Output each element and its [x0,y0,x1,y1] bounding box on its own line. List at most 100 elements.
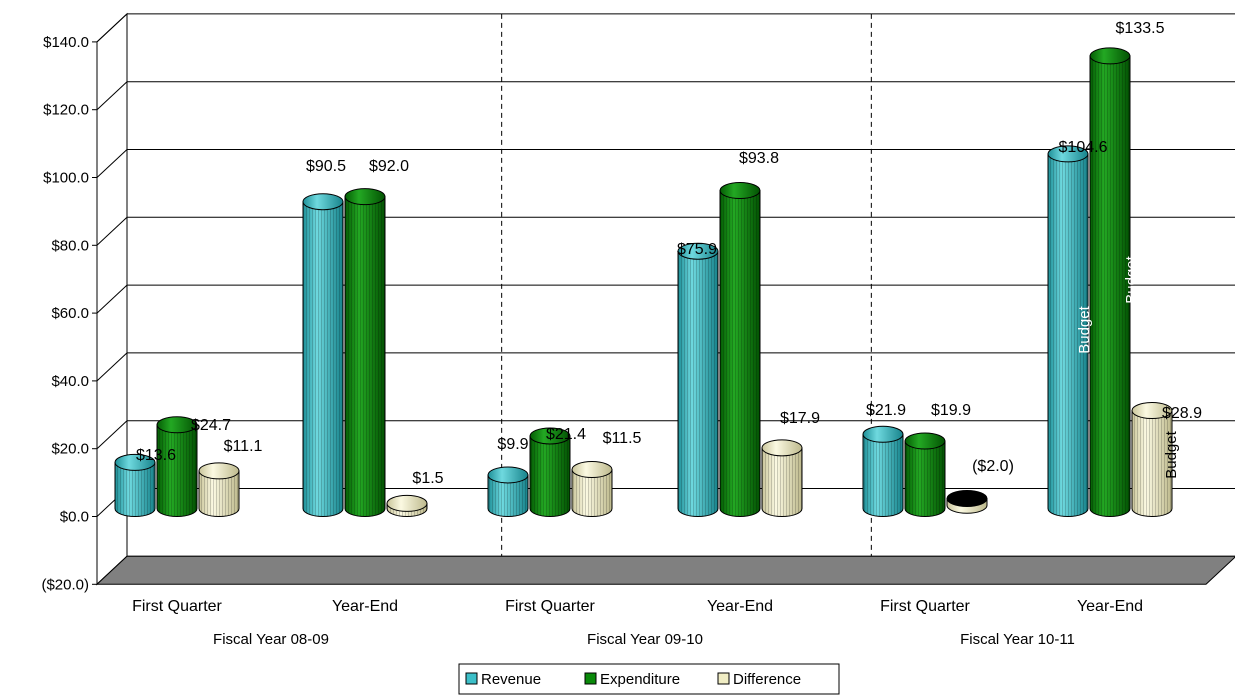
bars [114,47,1173,517]
category-label: First Quarter [880,598,970,615]
data-label-difference: $1.5 [412,470,443,487]
y-tick-label: $80.0 [51,237,89,254]
bar-texture [488,474,528,517]
bar-expenditure-0 [156,416,198,517]
bar-texture [157,424,197,517]
y-tick-label: $40.0 [51,373,89,390]
bar-texture [720,190,760,517]
category-label: Year-End [332,598,398,615]
y-tick-label: $120.0 [43,102,89,119]
bar-revenue-5 [1047,145,1089,517]
bar-expenditure-5 [1089,47,1131,517]
chart-floor [95,555,1235,585]
bar-texture [115,462,155,517]
data-label-expenditure: $93.8 [739,150,779,167]
bar-top [719,182,761,200]
data-label-expenditure: $133.5 [1116,20,1165,37]
y-tick-label: $60.0 [51,305,89,322]
bar-difference-0 [198,462,240,517]
group-label: Fiscal Year 10-11 [960,631,1075,648]
budget-annotation: Budget [1163,430,1180,478]
bar-texture [1132,410,1172,517]
bar-texture [863,434,903,517]
data-label-difference: ($2.0) [972,458,1014,475]
legend-label-revenue: Revenue [481,671,541,688]
wall-gridline [96,149,128,178]
bar-texture [345,196,385,517]
bar-top [114,453,156,471]
bar-difference-5 [1131,402,1173,517]
legend-swatch-revenue [465,672,478,685]
bar-top [571,461,613,479]
bar-top [1089,47,1131,65]
wall-gridline [96,13,128,43]
data-label-expenditure: $24.7 [191,417,231,434]
bar-expenditure-2 [529,427,571,517]
wall-gridline [96,216,128,246]
bar-top [904,432,946,450]
legend-swatch-difference [717,672,730,685]
bar-texture [1048,153,1088,517]
bar-top [386,494,428,512]
bar-revenue-3 [677,242,719,517]
bar-expenditure-4 [904,432,946,517]
bar-top [487,466,529,484]
category-label: Year-End [1077,598,1143,615]
wall-gridline [96,81,128,111]
bar-expenditure-3 [719,182,761,517]
data-label-revenue: $9.9 [497,436,528,453]
bar-revenue-0 [114,453,156,517]
bar-expenditure-1 [344,188,386,517]
bar-texture [762,447,802,517]
y-tick-label: $0.0 [60,509,89,526]
y-axis: ($20.0) $0.0 $20.0 $40.0 $60.0 $80.0 $100.0 $12… [41,34,98,593]
data-label-difference: $11.1 [224,438,263,455]
bar-top [862,425,904,443]
group-label: Fiscal Year 09-10 [587,631,703,648]
bar-difference-4 [946,490,988,514]
data-label-expenditure: $92.0 [369,158,409,175]
legend-label-difference: Difference [733,671,801,688]
bar-texture [678,251,718,517]
bar-texture [530,435,570,517]
data-label-revenue: $13.6 [136,447,176,464]
bar-difference-3 [761,439,803,517]
bar-texture [1090,55,1130,517]
bar-top [677,242,719,260]
data-label-difference: $28.9 [1162,405,1202,422]
data-label-difference: $11.5 [603,430,642,447]
data-label-revenue: $75.9 [677,241,717,258]
floor [95,555,1235,585]
bar-revenue-1 [302,193,344,517]
data-labels: $13.6 $90.5 $9.9 $75.9 $21.9 $104.6 $24.7 $92.0… [136,20,1202,487]
budget-annotation: Budget [1123,255,1140,303]
bar-difference-2 [571,461,613,517]
x-axis: First Quarter Year-End First Quarter Year-E… [132,598,1143,648]
y-tick-label: $100.0 [43,170,89,187]
bar-top [529,427,571,445]
bar-revenue-4 [862,425,904,517]
bar-top [302,193,344,211]
bar-top [1047,145,1089,163]
wall-gridline [96,420,128,450]
category-label: Year-End [707,598,773,615]
wall-gridline [96,284,128,314]
bar-top [1131,402,1173,420]
y-tick-label: $140.0 [43,34,89,51]
bar-revenue-2 [487,466,529,517]
data-label-difference: $17.9 [780,410,820,427]
bar-texture [572,469,612,517]
bar-top [761,439,803,457]
bar-top [344,188,386,206]
y-tick-label: ($20.0) [41,576,89,593]
legend-label-expenditure: Expenditure [600,671,680,688]
budget-annotation: Budget [1076,305,1093,353]
data-label-expenditure: $21.4 [546,426,586,443]
bar-top [198,462,240,480]
data-label-revenue: $104.6 [1059,139,1108,156]
bar-difference-1 [386,494,428,517]
bar-texture [199,470,239,517]
category-label: First Quarter [505,598,595,615]
data-label-revenue: $21.9 [866,402,906,419]
